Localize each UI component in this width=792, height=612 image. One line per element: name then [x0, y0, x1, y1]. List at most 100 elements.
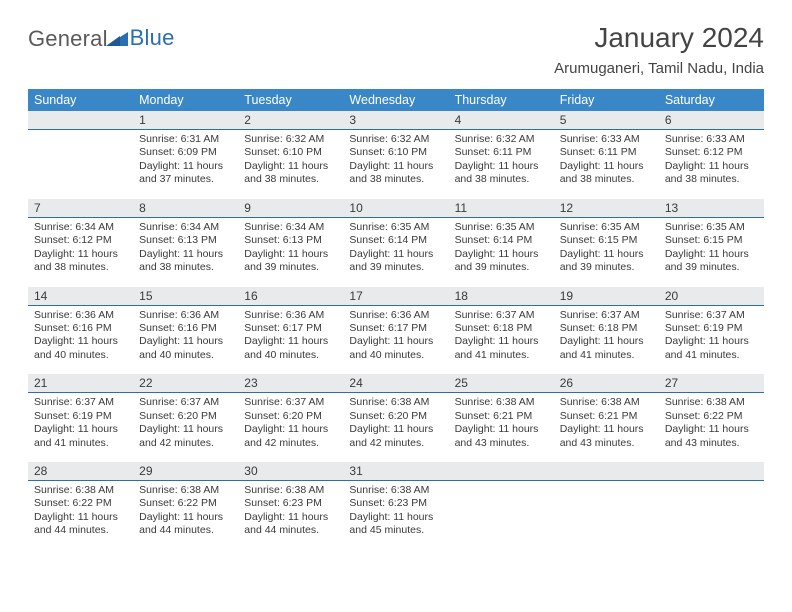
sunrise-line: Sunrise: 6:38 AM: [560, 396, 653, 409]
day-number: 23: [238, 374, 343, 393]
calendar-table: SundayMondayTuesdayWednesdayThursdayFrid…: [28, 89, 764, 544]
sunset-line: Sunset: 6:20 PM: [349, 410, 442, 423]
sunset-line: Sunset: 6:19 PM: [34, 410, 127, 423]
empty-cell: [28, 130, 133, 193]
sunset-line: Sunset: 6:20 PM: [139, 410, 232, 423]
sunset-line: Sunset: 6:13 PM: [139, 234, 232, 247]
daynum-row: 28293031: [28, 462, 764, 481]
daylight-line: Daylight: 11 hours and 43 minutes.: [665, 423, 758, 450]
day-cell: Sunrise: 6:38 AMSunset: 6:22 PMDaylight:…: [28, 481, 133, 544]
sunrise-line: Sunrise: 6:32 AM: [244, 133, 337, 146]
day-number: 21: [28, 374, 133, 393]
sunrise-line: Sunrise: 6:37 AM: [560, 309, 653, 322]
sunrise-line: Sunrise: 6:38 AM: [455, 396, 548, 409]
sunset-line: Sunset: 6:18 PM: [455, 322, 548, 335]
day-cell: Sunrise: 6:37 AMSunset: 6:19 PMDaylight:…: [28, 393, 133, 456]
day-body-row: Sunrise: 6:31 AMSunset: 6:09 PMDaylight:…: [28, 130, 764, 193]
sunset-line: Sunset: 6:15 PM: [560, 234, 653, 247]
brand-text-1: General: [28, 26, 108, 52]
day-number: 10: [343, 199, 448, 218]
sunset-line: Sunset: 6:15 PM: [665, 234, 758, 247]
day-number: 15: [133, 287, 238, 306]
sunrise-line: Sunrise: 6:31 AM: [139, 133, 232, 146]
daylight-line: Daylight: 11 hours and 42 minutes.: [139, 423, 232, 450]
daylight-line: Daylight: 11 hours and 40 minutes.: [34, 335, 127, 362]
day-number: 14: [28, 287, 133, 306]
day-number: 16: [238, 287, 343, 306]
sunrise-line: Sunrise: 6:38 AM: [139, 484, 232, 497]
sunrise-line: Sunrise: 6:35 AM: [455, 221, 548, 234]
day-cell: Sunrise: 6:35 AMSunset: 6:14 PMDaylight:…: [343, 217, 448, 280]
day-number: 29: [133, 462, 238, 481]
sunrise-line: Sunrise: 6:37 AM: [665, 309, 758, 322]
day-cell: Sunrise: 6:33 AMSunset: 6:12 PMDaylight:…: [659, 130, 764, 193]
sunrise-line: Sunrise: 6:34 AM: [244, 221, 337, 234]
title-block: January 2024 Arumuganeri, Tamil Nadu, In…: [554, 22, 764, 83]
sunset-line: Sunset: 6:16 PM: [34, 322, 127, 335]
brand-text-2: Blue: [130, 25, 175, 51]
day-cell: Sunrise: 6:38 AMSunset: 6:21 PMDaylight:…: [554, 393, 659, 456]
day-cell: Sunrise: 6:37 AMSunset: 6:18 PMDaylight:…: [554, 305, 659, 368]
daylight-line: Daylight: 11 hours and 38 minutes.: [139, 248, 232, 275]
daynum-row: 14151617181920: [28, 287, 764, 306]
day-cell: Sunrise: 6:36 AMSunset: 6:17 PMDaylight:…: [238, 305, 343, 368]
empty-cell: [554, 462, 659, 481]
daylight-line: Daylight: 11 hours and 39 minutes.: [560, 248, 653, 275]
sunrise-line: Sunrise: 6:35 AM: [349, 221, 442, 234]
day-cell: Sunrise: 6:34 AMSunset: 6:13 PMDaylight:…: [133, 217, 238, 280]
day-number: 3: [343, 111, 448, 130]
empty-cell: [659, 481, 764, 544]
day-number: 11: [449, 199, 554, 218]
weekday-header: Saturday: [659, 89, 764, 111]
day-number: 4: [449, 111, 554, 130]
sunrise-line: Sunrise: 6:36 AM: [349, 309, 442, 322]
day-number: 13: [659, 199, 764, 218]
day-number: 8: [133, 199, 238, 218]
day-cell: Sunrise: 6:35 AMSunset: 6:15 PMDaylight:…: [554, 217, 659, 280]
sunset-line: Sunset: 6:11 PM: [455, 146, 548, 159]
daylight-line: Daylight: 11 hours and 38 minutes.: [455, 160, 548, 187]
sunset-line: Sunset: 6:22 PM: [665, 410, 758, 423]
day-number: 17: [343, 287, 448, 306]
day-cell: Sunrise: 6:32 AMSunset: 6:10 PMDaylight:…: [238, 130, 343, 193]
daylight-line: Daylight: 11 hours and 40 minutes.: [349, 335, 442, 362]
sunrise-line: Sunrise: 6:38 AM: [244, 484, 337, 497]
sunrise-line: Sunrise: 6:34 AM: [139, 221, 232, 234]
daylight-line: Daylight: 11 hours and 40 minutes.: [244, 335, 337, 362]
sunrise-line: Sunrise: 6:34 AM: [34, 221, 127, 234]
day-number: 30: [238, 462, 343, 481]
daylight-line: Daylight: 11 hours and 44 minutes.: [139, 511, 232, 538]
weekday-header: Wednesday: [343, 89, 448, 111]
day-number: 25: [449, 374, 554, 393]
sunrise-line: Sunrise: 6:36 AM: [244, 309, 337, 322]
sunrise-line: Sunrise: 6:33 AM: [665, 133, 758, 146]
day-cell: Sunrise: 6:38 AMSunset: 6:21 PMDaylight:…: [449, 393, 554, 456]
day-cell: Sunrise: 6:38 AMSunset: 6:22 PMDaylight:…: [133, 481, 238, 544]
day-cell: Sunrise: 6:36 AMSunset: 6:17 PMDaylight:…: [343, 305, 448, 368]
weekday-header: Tuesday: [238, 89, 343, 111]
daylight-line: Daylight: 11 hours and 38 minutes.: [349, 160, 442, 187]
sunset-line: Sunset: 6:22 PM: [34, 497, 127, 510]
day-number: 18: [449, 287, 554, 306]
daylight-line: Daylight: 11 hours and 41 minutes.: [665, 335, 758, 362]
weekday-header: Monday: [133, 89, 238, 111]
day-number: 24: [343, 374, 448, 393]
sunrise-line: Sunrise: 6:33 AM: [560, 133, 653, 146]
day-number: 31: [343, 462, 448, 481]
daylight-line: Daylight: 11 hours and 38 minutes.: [244, 160, 337, 187]
day-cell: Sunrise: 6:33 AMSunset: 6:11 PMDaylight:…: [554, 130, 659, 193]
day-cell: Sunrise: 6:35 AMSunset: 6:15 PMDaylight:…: [659, 217, 764, 280]
daylight-line: Daylight: 11 hours and 44 minutes.: [244, 511, 337, 538]
sunrise-line: Sunrise: 6:35 AM: [665, 221, 758, 234]
daylight-line: Daylight: 11 hours and 41 minutes.: [455, 335, 548, 362]
day-number: 20: [659, 287, 764, 306]
sunset-line: Sunset: 6:10 PM: [244, 146, 337, 159]
daynum-row: 78910111213: [28, 199, 764, 218]
sunset-line: Sunset: 6:17 PM: [244, 322, 337, 335]
sunset-line: Sunset: 6:16 PM: [139, 322, 232, 335]
day-number: 27: [659, 374, 764, 393]
sunset-line: Sunset: 6:21 PM: [455, 410, 548, 423]
day-number: 9: [238, 199, 343, 218]
day-body-row: Sunrise: 6:37 AMSunset: 6:19 PMDaylight:…: [28, 393, 764, 456]
sunrise-line: Sunrise: 6:32 AM: [349, 133, 442, 146]
